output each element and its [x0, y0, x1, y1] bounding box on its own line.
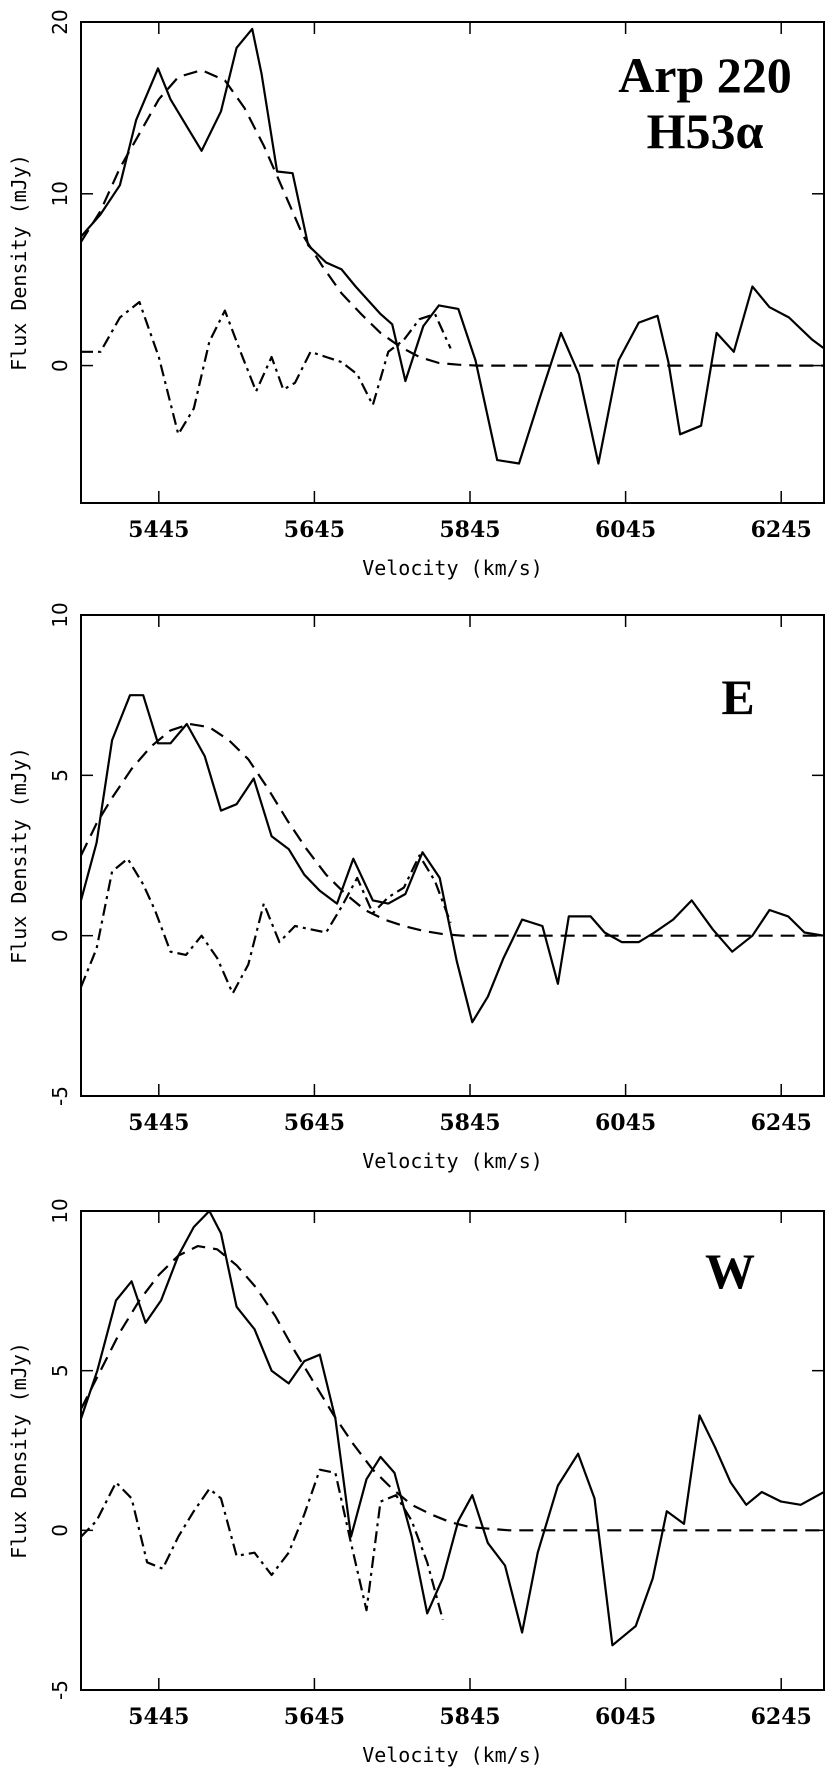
x-tick-label: 5445 — [128, 1110, 189, 1136]
x-tick-label: 6245 — [751, 1704, 812, 1730]
x-tick-label: 5445 — [128, 517, 189, 543]
x-tick-label: 6045 — [595, 517, 656, 543]
panel-subtitle: H53α — [647, 103, 764, 159]
y-tick-label: -5 — [48, 1086, 72, 1106]
plot-frame — [80, 1210, 825, 1691]
x-tick-label: 6045 — [595, 1110, 656, 1136]
series-dashdot-line — [81, 300, 452, 436]
y-axis-label: Flux Density (mJy) — [7, 1342, 31, 1559]
x-tick-label: 5845 — [439, 1110, 500, 1136]
y-tick-label: 10 — [48, 1198, 72, 1223]
x-axis-label: Velocity (km/s) — [362, 1149, 543, 1173]
chart-panel-3: 5445 5645 5845 6045 6245 -5 0 5 10 Velocity (km/s… — [7, 1198, 825, 1767]
x-axis-label: Velocity (km/s) — [362, 556, 543, 580]
series-dashed-line — [81, 722, 824, 937]
panel-title: Arp 220 — [618, 47, 792, 103]
x-tick-label: 6245 — [751, 517, 812, 543]
chart-panel-2: 5445 5645 5845 6045 6245 -5 0 5 10 Velocity (km/s… — [7, 602, 825, 1173]
plot-frame — [80, 21, 825, 504]
y-axis-label: Flux Density (mJy) — [7, 747, 31, 964]
series-dashed-line — [81, 68, 824, 367]
chart-panel-1: 5445 5645 5845 6045 6245 0 10 20 Velocity (km/s)… — [7, 9, 825, 580]
panel-title: W — [705, 1243, 755, 1299]
y-tick-label: 0 — [48, 929, 72, 942]
x-tick-label: 5845 — [439, 1704, 500, 1730]
series-dashdot-line — [81, 854, 452, 995]
series-dashed-line — [81, 1244, 824, 1532]
x-axis-label: Velocity (km/s) — [362, 1743, 543, 1767]
x-tick-label: 6045 — [595, 1704, 656, 1730]
y-tick-label: 10 — [48, 181, 72, 206]
y-tick-label: -5 — [48, 1680, 72, 1700]
x-tick-label: 5845 — [439, 517, 500, 543]
x-tick-label: 5645 — [284, 517, 345, 543]
y-tick-label: 20 — [48, 9, 72, 34]
x-tick-label: 6245 — [751, 1110, 812, 1136]
series-dashdot-line — [81, 1468, 444, 1620]
series-solid-line — [81, 694, 824, 1024]
y-tick-label: 10 — [48, 602, 72, 627]
y-tick-label: 0 — [48, 1524, 72, 1537]
series-solid-line — [81, 1211, 824, 1647]
y-tick-label: 0 — [48, 359, 72, 372]
x-tick-label: 5445 — [128, 1704, 189, 1730]
series-solid-line — [81, 27, 824, 465]
x-tick-label: 5645 — [284, 1704, 345, 1730]
y-tick-label: 5 — [48, 1364, 72, 1377]
x-tick-label: 5645 — [284, 1110, 345, 1136]
y-tick-label: 5 — [48, 769, 72, 782]
panel-title: E — [721, 669, 754, 725]
plot-frame — [80, 614, 825, 1097]
y-axis-label: Flux Density (mJy) — [7, 154, 31, 371]
